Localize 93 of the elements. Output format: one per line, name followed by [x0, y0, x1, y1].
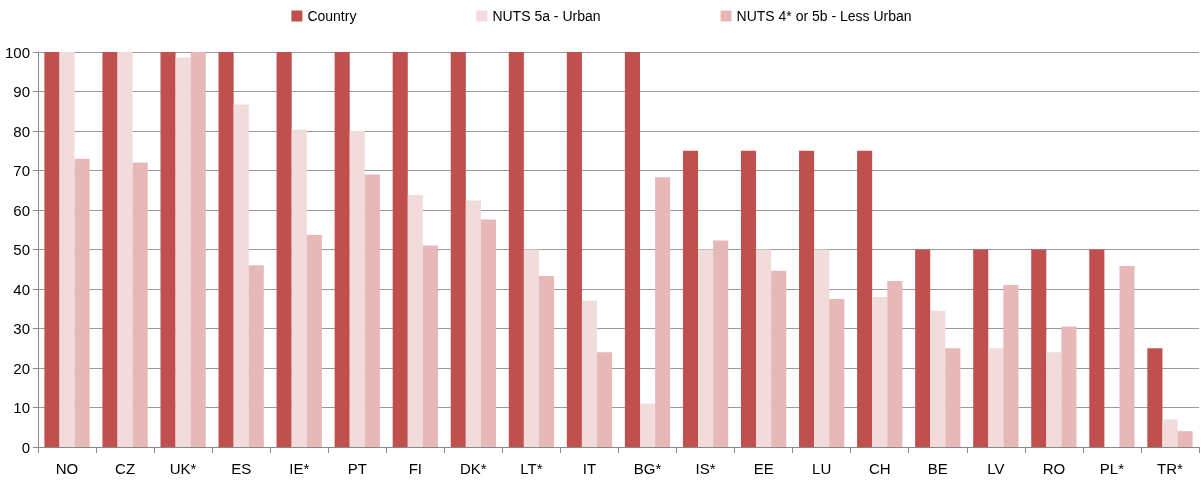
bar [523, 249, 539, 447]
bar [44, 52, 60, 447]
bar [74, 158, 90, 447]
bar [829, 298, 845, 447]
bar [930, 310, 946, 447]
bar [814, 249, 830, 447]
bar [639, 403, 656, 447]
bar [682, 150, 699, 447]
bar [597, 352, 613, 447]
bar [566, 52, 582, 447]
bar [713, 240, 729, 447]
bar [915, 249, 931, 447]
x-tick-label: PT [347, 460, 367, 477]
bar [988, 348, 1004, 447]
x-tick-label: BG* [633, 460, 662, 477]
x-tick-label: LV [987, 460, 1005, 477]
bar [756, 249, 772, 447]
bar [1177, 431, 1193, 447]
y-tick-label: 20 [13, 359, 30, 377]
x-tick-label: BE [927, 460, 948, 477]
x-tick-label: CH [868, 460, 891, 477]
bar [538, 275, 555, 447]
bar [276, 52, 292, 447]
bar [1061, 326, 1077, 447]
bar [973, 249, 989, 447]
bar [248, 265, 264, 447]
y-tick-label: 80 [13, 122, 30, 140]
bar [1162, 419, 1178, 447]
bar [291, 129, 307, 447]
x-tick-label: IT [582, 460, 597, 477]
y-tick-label: 10 [13, 399, 30, 416]
bar [349, 131, 365, 447]
bar [857, 150, 873, 447]
x-tick-label: FI [408, 460, 422, 477]
x-tick-label: UK* [169, 460, 197, 477]
bar [59, 52, 75, 447]
bar [218, 52, 234, 447]
bar [1089, 249, 1105, 447]
legend-label: NUTS 5a - Urban [492, 8, 601, 24]
bar [1046, 352, 1062, 447]
bar [117, 52, 133, 447]
bar [364, 174, 380, 447]
legend-label: Country [307, 8, 357, 24]
bar [450, 52, 466, 447]
y-tick-label: 100 [4, 43, 30, 61]
bar [175, 57, 191, 447]
bar [334, 52, 350, 447]
bar [233, 104, 249, 447]
y-tick-label: 60 [13, 201, 30, 219]
bar [160, 52, 176, 447]
bar [132, 162, 148, 447]
bar [190, 52, 206, 447]
bar [655, 177, 671, 447]
bar [887, 281, 903, 447]
bar [508, 52, 524, 447]
bar [799, 150, 815, 447]
bar [422, 245, 438, 447]
x-tick-label: DK* [460, 460, 487, 477]
bar [1003, 285, 1019, 447]
x-tick-label: RO [1042, 460, 1066, 477]
bar [581, 300, 598, 447]
x-tick-label: PL* [1099, 460, 1125, 477]
x-tick-label: LT* [520, 460, 543, 477]
bar [945, 348, 961, 447]
x-tick-label: TR* [1157, 460, 1184, 477]
legend-label: NUTS 4* or 5b - Less Urban [736, 8, 912, 24]
x-tick-label: ES [231, 460, 252, 477]
bar [740, 150, 757, 447]
x-tick-label: NO [55, 460, 79, 477]
bar [624, 52, 640, 447]
bar [392, 52, 408, 447]
bar [306, 234, 322, 447]
y-tick-label: 30 [13, 320, 30, 337]
bar [1119, 266, 1135, 447]
x-tick-label: IS* [695, 460, 716, 477]
bar [480, 219, 497, 447]
bar [102, 52, 118, 447]
x-tick-label: IE* [289, 460, 310, 477]
bar [465, 200, 481, 447]
bar [407, 194, 423, 447]
y-tick-label: 0 [21, 438, 30, 456]
y-tick-label: 50 [13, 241, 30, 258]
bar [1031, 249, 1047, 447]
x-tick-label: LU [812, 460, 832, 477]
bar [698, 249, 714, 447]
y-tick-label: 70 [13, 162, 30, 179]
bar [771, 270, 787, 447]
x-tick-label: CZ [115, 460, 136, 477]
y-tick-label: 40 [13, 280, 30, 298]
x-tick-label: EE [753, 460, 774, 477]
bar [872, 296, 888, 447]
bar [1147, 348, 1163, 447]
y-tick-label: 90 [13, 83, 30, 100]
